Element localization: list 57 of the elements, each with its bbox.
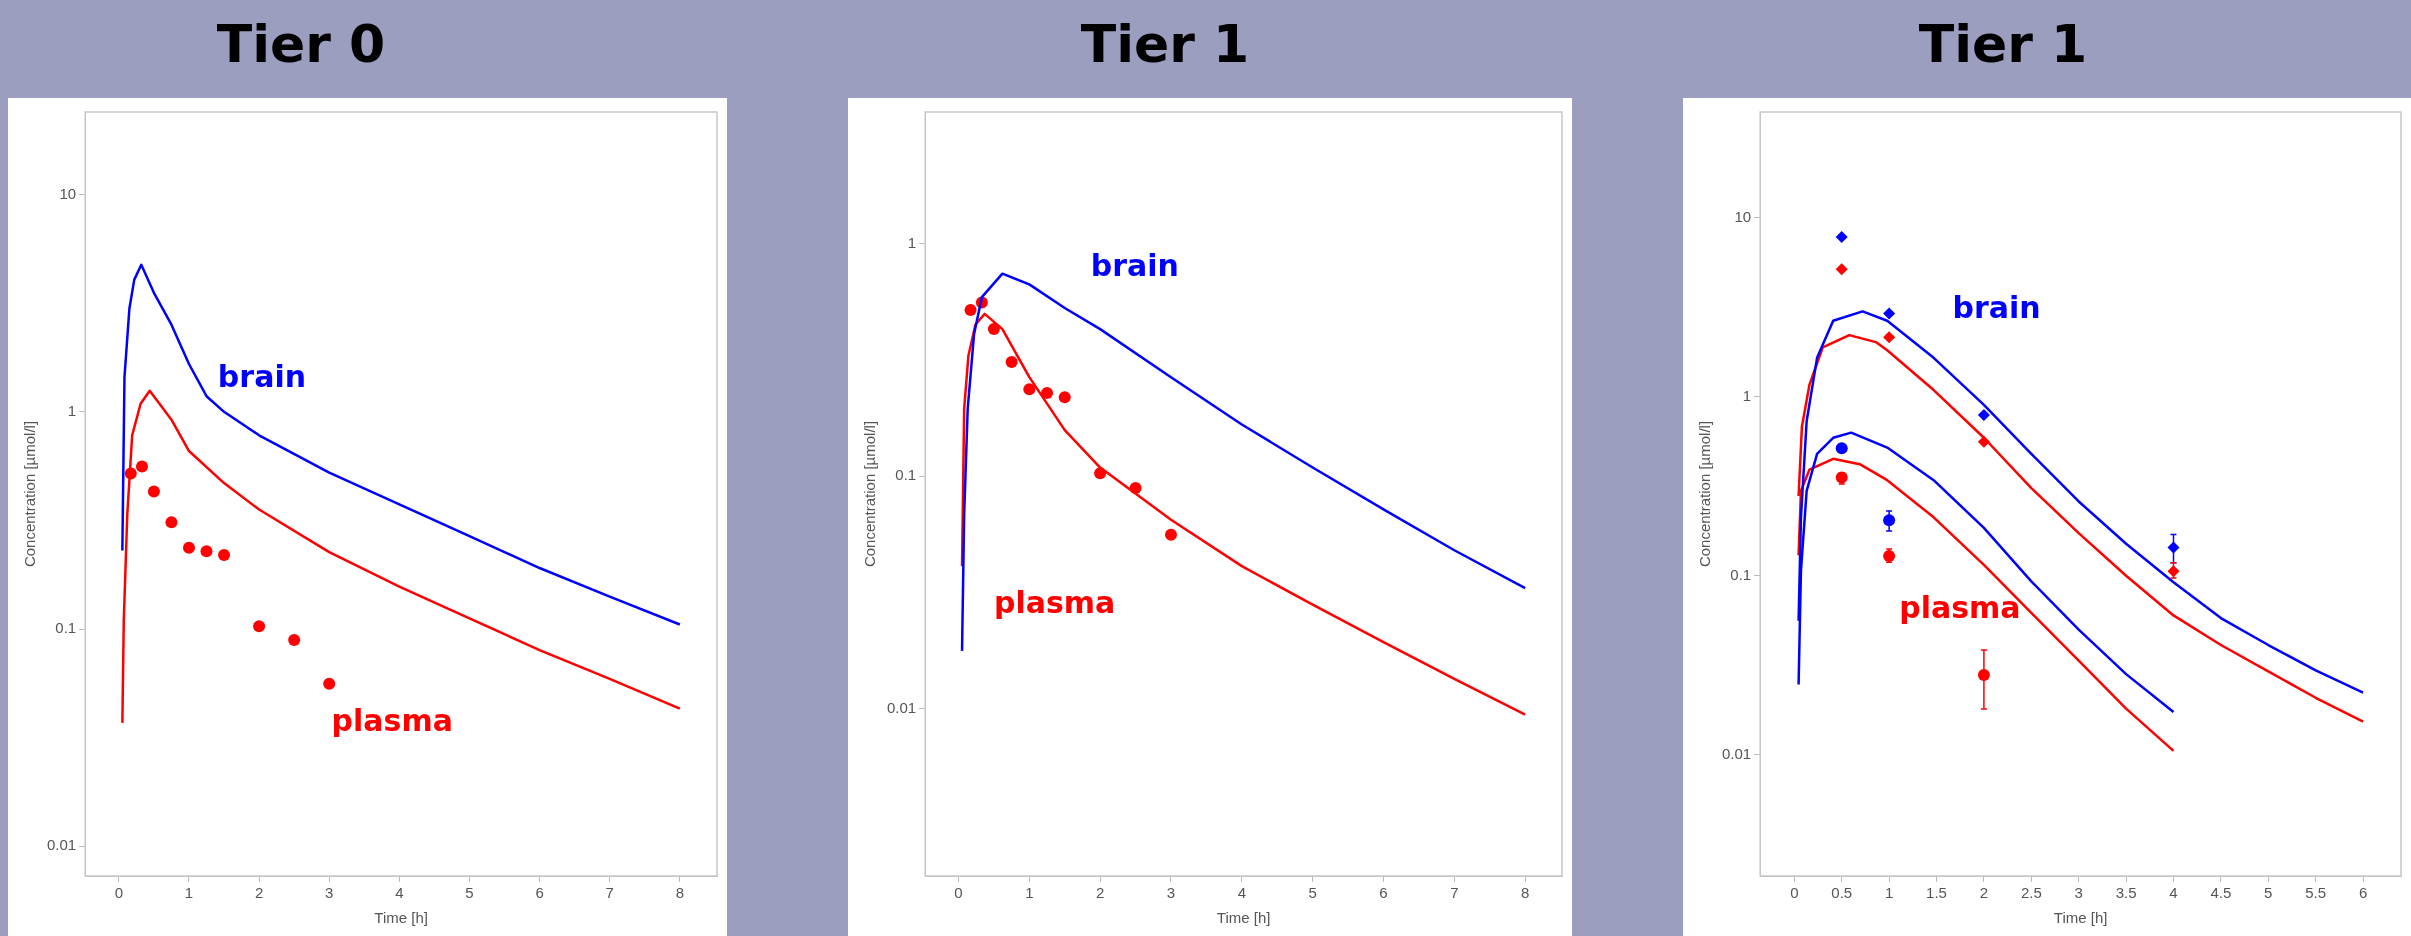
y-axis-title: Concentration [µmol/l] <box>1696 420 1714 568</box>
y-tick-label: 10 <box>59 184 77 202</box>
x-tick-label: 5 <box>1308 884 1317 902</box>
y-axis-title: Concentration [µmol/l] <box>861 420 879 568</box>
x-tick-label: 2.5 <box>2020 884 2042 902</box>
text: plasma <box>331 703 453 738</box>
series-label: brain <box>217 359 307 395</box>
x-tick-label: 3 <box>1166 884 1176 902</box>
y-tick-label: 0.01 <box>46 836 77 854</box>
x-axis-title: Time [h] <box>1216 909 1271 927</box>
text: plasma <box>1899 589 2021 625</box>
chart-title: Tier 1 <box>1079 14 1251 74</box>
y-tick-label: 0.1 <box>895 466 917 484</box>
x-tick-label: 8 <box>675 884 685 902</box>
x-tick-label: 1 <box>184 884 194 902</box>
x-tick-label: 4 <box>395 884 404 902</box>
x-tick-label: 1 <box>1884 884 1894 902</box>
y-axis-title: Concentration [µmol/l] <box>21 420 39 568</box>
y-tick-label: 0.01 <box>1721 744 1752 762</box>
x-tick-label: 2 <box>254 884 264 902</box>
x-tick-label: 6 <box>2358 884 2368 902</box>
x-tick-label: 2 <box>1979 884 1989 902</box>
x-tick-label: 7 <box>1450 884 1459 902</box>
y-tick-label: 0.01 <box>886 698 917 716</box>
x-tick-label: 0 <box>954 884 963 902</box>
x-tick-label: 4 <box>1237 884 1246 902</box>
x-tick-label: 1 <box>1025 884 1034 902</box>
x-tick-label: 0.5 <box>1831 884 1853 902</box>
x-tick-label: 5.5 <box>2305 884 2327 902</box>
y-tick-label: 1 <box>907 234 917 252</box>
x-tick-label: 4.5 <box>2210 884 2232 902</box>
series-label: brain <box>1952 290 2041 326</box>
series-label: brain <box>1090 248 1179 284</box>
x-axis-title: Time [h] <box>2053 909 2108 927</box>
x-tick-label: 1.5 <box>1926 884 1947 902</box>
x-tick-label: 6 <box>535 884 544 902</box>
chart-title: Tier 1 <box>1917 14 2089 74</box>
y-tick-label: 0.1 <box>55 619 77 637</box>
x-tick-label: 3 <box>2074 884 2083 902</box>
x-axis-title: Time [h] <box>374 909 428 927</box>
y-tick-label: 1 <box>1742 386 1752 404</box>
y-tick-label: 1 <box>67 401 77 419</box>
x-tick-label: 0 <box>1790 884 1799 902</box>
x-tick-label: 0 <box>114 884 124 902</box>
x-tick-label: 3 <box>325 884 334 902</box>
chart-title: Tier 0 <box>215 14 387 74</box>
x-tick-label: 5 <box>2264 884 2273 902</box>
y-tick-label: 0.1 <box>1730 565 1752 583</box>
x-tick-label: 8 <box>1520 884 1530 902</box>
series-label: plasma <box>993 584 1116 620</box>
x-tick-label: 7 <box>605 884 614 902</box>
x-tick-label: 6 <box>1379 884 1388 902</box>
x-tick-label: 2 <box>1095 884 1105 902</box>
y-tick-label: 10 <box>1734 207 1752 225</box>
x-tick-label: 3.5 <box>2115 884 2137 902</box>
x-tick-label: 5 <box>465 884 474 902</box>
x-tick-label: 4 <box>2169 884 2178 902</box>
